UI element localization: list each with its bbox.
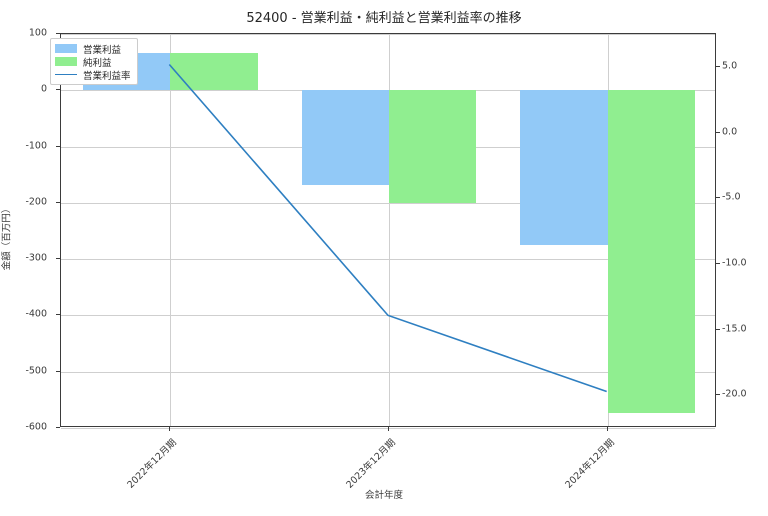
bar-net-profit <box>389 90 477 203</box>
y-axis-left-tick-label: -200 <box>25 196 47 208</box>
y-axis-right-tick-label: -10.0 <box>722 257 747 269</box>
y-axis-left-tick-label: -300 <box>25 252 47 264</box>
y-axis-right-tick-mark <box>716 262 720 264</box>
y-axis-left-tick-label: 100 <box>28 27 47 39</box>
y-axis-left-tick-mark <box>56 370 60 372</box>
x-axis-tick-mark <box>388 427 389 431</box>
y-axis-left-tick-label: 0 <box>40 83 47 95</box>
y-axis-left-tick-label: -100 <box>25 140 47 152</box>
y-axis-left-tick-label: -600 <box>25 421 47 433</box>
y-axis-left-tick-label: -500 <box>25 365 47 377</box>
y-axis-right-tick-mark <box>716 65 720 67</box>
y-axis-left-tick-mark <box>56 89 60 91</box>
plot-area <box>60 33 716 429</box>
legend-swatch-icon <box>55 57 77 66</box>
y-axis-left-tick-mark <box>56 427 60 428</box>
y-axis-right-tick-label: -20.0 <box>722 388 747 400</box>
y-axis-right-tick-label: 0.0 <box>722 126 738 137</box>
y-axis-right-tick-mark <box>716 394 720 396</box>
x-axis-tick-mark <box>606 427 608 431</box>
bar-net-profit <box>170 53 258 91</box>
x-axis-tick-label: 2022年12月期 <box>125 437 180 491</box>
x-axis-label: 会計年度 <box>364 490 403 501</box>
chart-title: 52400 - 営業利益・純利益と営業利益率の推移 <box>246 11 522 26</box>
legend-swatch-icon <box>55 44 77 53</box>
legend-label: 純利益 <box>83 57 112 69</box>
x-axis-tick-label: 2024年12月期 <box>562 437 617 491</box>
legend-label: 営業利益 <box>83 44 122 56</box>
y-axis-right-tick-mark <box>716 328 720 330</box>
chart-legend: 営業利益 純利益 営業利益率 <box>50 38 138 85</box>
x-axis-tick-label: 2023年12月期 <box>344 437 398 491</box>
legend-label: 営業利益率 <box>83 70 131 82</box>
y-axis-right-tick-mark <box>716 197 720 199</box>
bar-operating-profit <box>520 90 608 246</box>
y-axis-left-tick-mark <box>56 258 60 260</box>
x-axis-tick-mark <box>169 427 171 431</box>
legend-item-operating-profit: 営業利益 <box>55 42 131 56</box>
gridline-vertical <box>170 34 172 426</box>
y-axis-left-tick-label: -400 <box>25 308 47 320</box>
y-axis-left-tick-mark <box>56 314 60 316</box>
y-axis-right-tick-label: 5.0 <box>722 60 738 72</box>
y-axis-right-tick-label: -5.0 <box>722 191 741 203</box>
y-axis-left-label: 金額（百万円） <box>1 203 13 271</box>
legend-item-operating-margin: 営業利益率 <box>55 68 131 82</box>
y-axis-right-tick-mark <box>716 131 720 133</box>
y-axis-right-tick-label: -15.0 <box>722 323 747 334</box>
y-axis-left-tick-mark <box>56 201 60 203</box>
legend-line-icon <box>55 74 77 75</box>
bar-operating-profit <box>301 90 389 185</box>
bar-net-profit <box>607 90 696 413</box>
y-axis-left-tick-mark <box>56 33 60 34</box>
y-axis-left-tick-mark <box>56 145 60 147</box>
gridline-horizontal <box>61 34 715 35</box>
legend-item-net-profit: 純利益 <box>55 55 131 69</box>
